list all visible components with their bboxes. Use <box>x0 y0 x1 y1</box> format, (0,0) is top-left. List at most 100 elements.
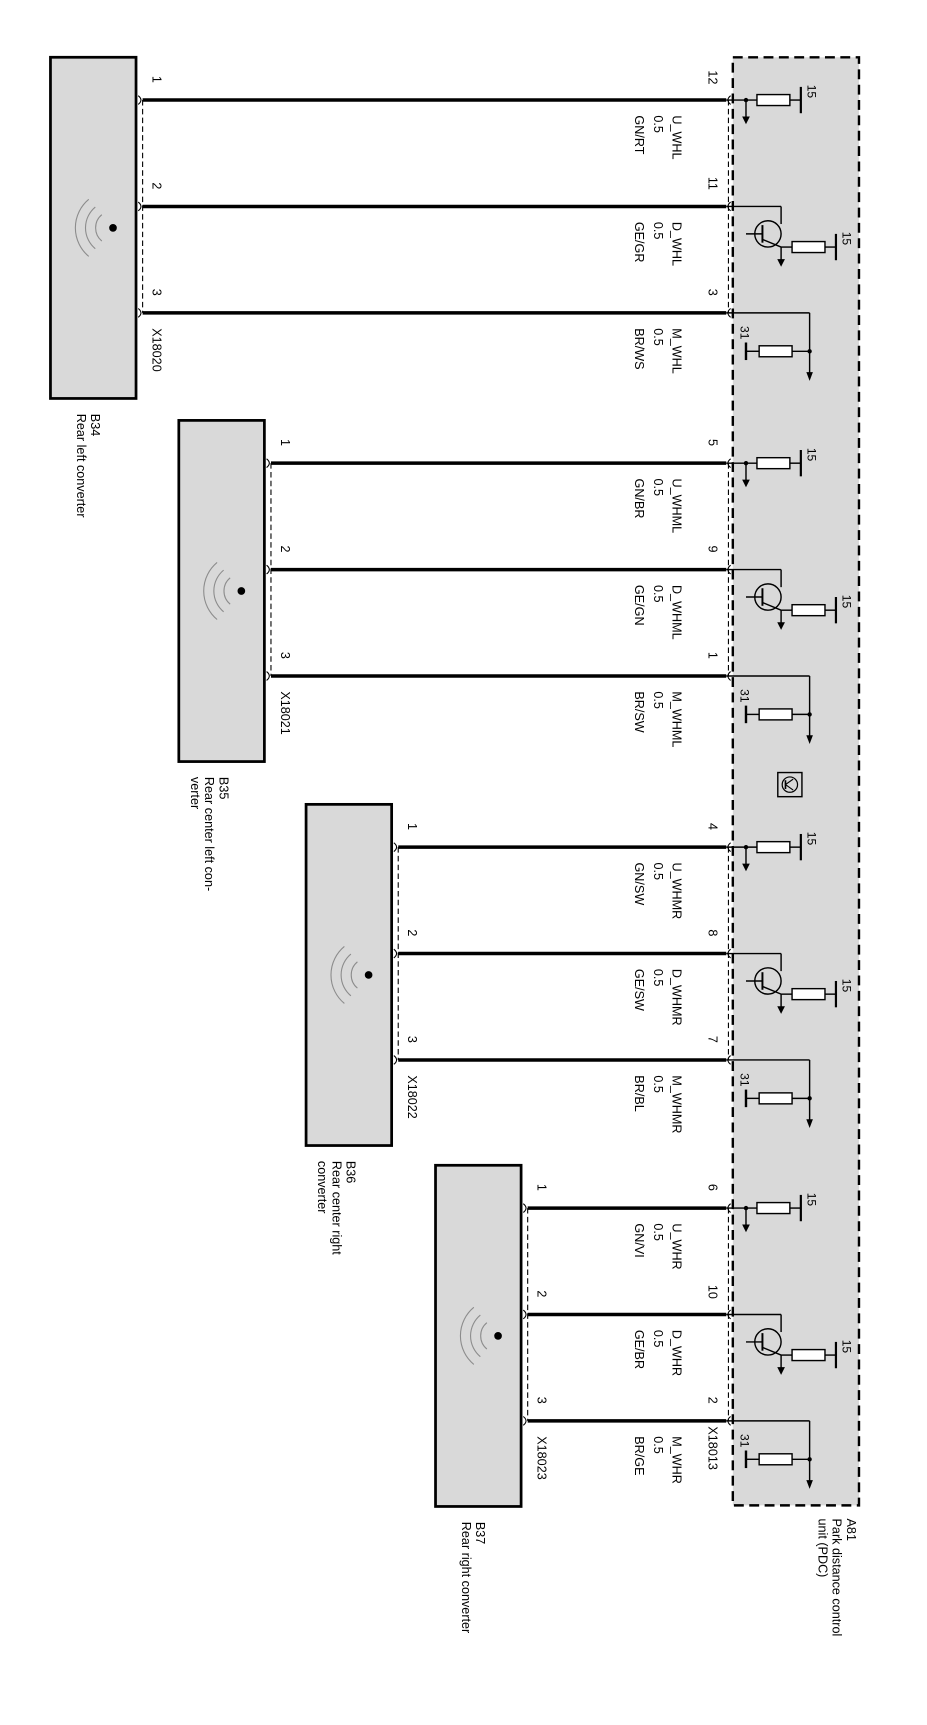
wire-color-label: GN/SW <box>632 863 646 906</box>
resistor-icon <box>791 1348 826 1362</box>
supply-label: 15 <box>804 448 818 462</box>
signal-arrow-icon <box>806 1480 813 1489</box>
resistor-icon <box>791 987 826 1001</box>
pdc-module-symbol-circle <box>781 776 799 793</box>
sensor-connector-label: X18021 <box>278 691 292 734</box>
resistor-icon <box>758 1092 793 1105</box>
wire-signal-label: D_WHMR <box>669 969 683 1026</box>
transistor-emitter <box>762 238 782 248</box>
ecu-pin-number: 12 <box>706 70 720 84</box>
component-id-label: B35 <box>216 777 230 799</box>
component-name-label: Rear right converter <box>459 1522 473 1633</box>
pdc-module-symbol-icon <box>777 771 803 798</box>
wire-signal-label: M_WHML <box>669 691 683 747</box>
transistor-emitter <box>762 601 782 611</box>
wire-cross-section-label: 0.5 <box>651 328 665 346</box>
component-name-label: Rear left converter <box>74 414 88 518</box>
ground-label: 31 <box>738 689 752 703</box>
sensor-pin-number: 1 <box>405 823 419 830</box>
wire-color-label: GE/GN <box>632 585 646 626</box>
wire-signal-label: M_WHR <box>669 1436 683 1484</box>
pin-contact-icon <box>522 1309 527 1320</box>
component-id-label: B36 <box>344 1161 358 1183</box>
wire-cross-section-label: 0.5 <box>651 863 665 881</box>
sensor-dot-icon <box>364 971 373 979</box>
component-name-label: verter <box>188 777 202 809</box>
component-name-label: Rear center left con- <box>202 777 216 891</box>
pin-contact-icon <box>393 948 398 959</box>
sensor-pin-number: 3 <box>278 652 292 659</box>
wire-color-label: BR/BL <box>632 1075 646 1111</box>
ecu-pin-number: 4 <box>706 823 720 830</box>
ecu-pin-number: 7 <box>706 1036 720 1043</box>
ecu-pin-number: 5 <box>706 439 720 446</box>
supply-label: 15 <box>804 1193 818 1207</box>
pdc-module-symbol-line <box>785 784 794 791</box>
ecu-name-label: unit (PDC) <box>815 1519 829 1578</box>
wire-signal-label: U_WHMR <box>669 863 683 920</box>
sensor-box-b36 <box>304 802 394 1147</box>
wire-color-label: BR/WS <box>632 328 646 369</box>
sensor-pin-number: 2 <box>278 545 292 552</box>
wire-cross-section-label: 0.5 <box>651 222 665 240</box>
ecu-pin-number: 1 <box>706 652 720 659</box>
pin-contact-icon <box>522 1203 527 1213</box>
ecu-connector-label: X18013 <box>706 1426 720 1469</box>
signal-arrow-icon <box>777 622 785 630</box>
ultrasonic-wave-icon <box>480 1322 488 1350</box>
signal-arrow-icon <box>742 1224 750 1233</box>
ecu-box-a81 <box>731 56 861 1507</box>
ground-label: 31 <box>738 1073 752 1087</box>
ultrasonic-wave-icon <box>350 961 358 989</box>
ground-label: 31 <box>738 326 752 340</box>
pin-contact-icon <box>266 671 270 681</box>
ecu-pin-number: 11 <box>706 177 720 190</box>
ultrasonic-wave-icon <box>340 953 352 997</box>
wire-signal-label: U_WHR <box>669 1223 683 1269</box>
component-id-label: B34 <box>88 414 102 436</box>
resistor-icon <box>758 708 793 721</box>
wire-cross-section-label: 0.5 <box>651 479 665 497</box>
pin-contact-icon <box>137 308 142 318</box>
ultrasonic-wave-icon <box>459 1306 475 1365</box>
supply-label: 15 <box>840 1340 854 1354</box>
wire-signal-label: D_WHR <box>669 1330 683 1376</box>
sensor-pin-number: 1 <box>535 1184 549 1191</box>
pin-contact-icon <box>393 842 398 852</box>
wire-cross-section-label: 0.5 <box>651 1223 665 1241</box>
ultrasonic-wave-icon <box>223 577 231 605</box>
ecu-pin-number: 10 <box>706 1285 720 1299</box>
ecu-pin-number: 3 <box>706 289 720 296</box>
sensor-box-b35 <box>177 419 266 763</box>
wire-signal-label: M_WHL <box>669 328 683 374</box>
wire-color-label: GE/BR <box>632 1330 646 1369</box>
sensor-pin-number: 3 <box>149 289 163 296</box>
ecu-pin-number: 8 <box>706 929 720 936</box>
sensor-connector-label: X18022 <box>405 1075 419 1118</box>
sensor-pin-number: 2 <box>405 929 419 936</box>
ecu-pin-number: 2 <box>706 1397 720 1404</box>
signal-arrow-icon <box>806 1119 813 1128</box>
ultrasonic-wave-icon <box>95 214 103 242</box>
wire-color-label: GN/BR <box>632 479 646 519</box>
ultrasonic-wave-icon <box>74 198 90 257</box>
wire-color-label: GN/VI <box>632 1223 646 1257</box>
wire-cross-section-label: 0.5 <box>651 1436 665 1454</box>
resistor-icon <box>791 603 826 617</box>
resistor-icon <box>756 93 791 107</box>
component-id-label: B37 <box>473 1522 487 1544</box>
wire-color-label: BR/SW <box>632 691 646 732</box>
pin-contact-icon <box>137 95 142 105</box>
pin-contact-icon <box>266 564 270 575</box>
ecu-pin-number: 9 <box>706 545 720 552</box>
supply-label: 15 <box>804 85 818 99</box>
signal-arrow-icon <box>742 479 750 488</box>
wire-color-label: GN/RT <box>632 115 646 154</box>
sensor-connector-label: X18023 <box>535 1436 549 1479</box>
supply-label: 15 <box>840 232 854 246</box>
wire-signal-label: U_WHL <box>669 115 683 159</box>
resistor-icon <box>756 1201 791 1215</box>
pin-contact-icon <box>522 1416 527 1426</box>
resistor-icon <box>758 345 793 358</box>
